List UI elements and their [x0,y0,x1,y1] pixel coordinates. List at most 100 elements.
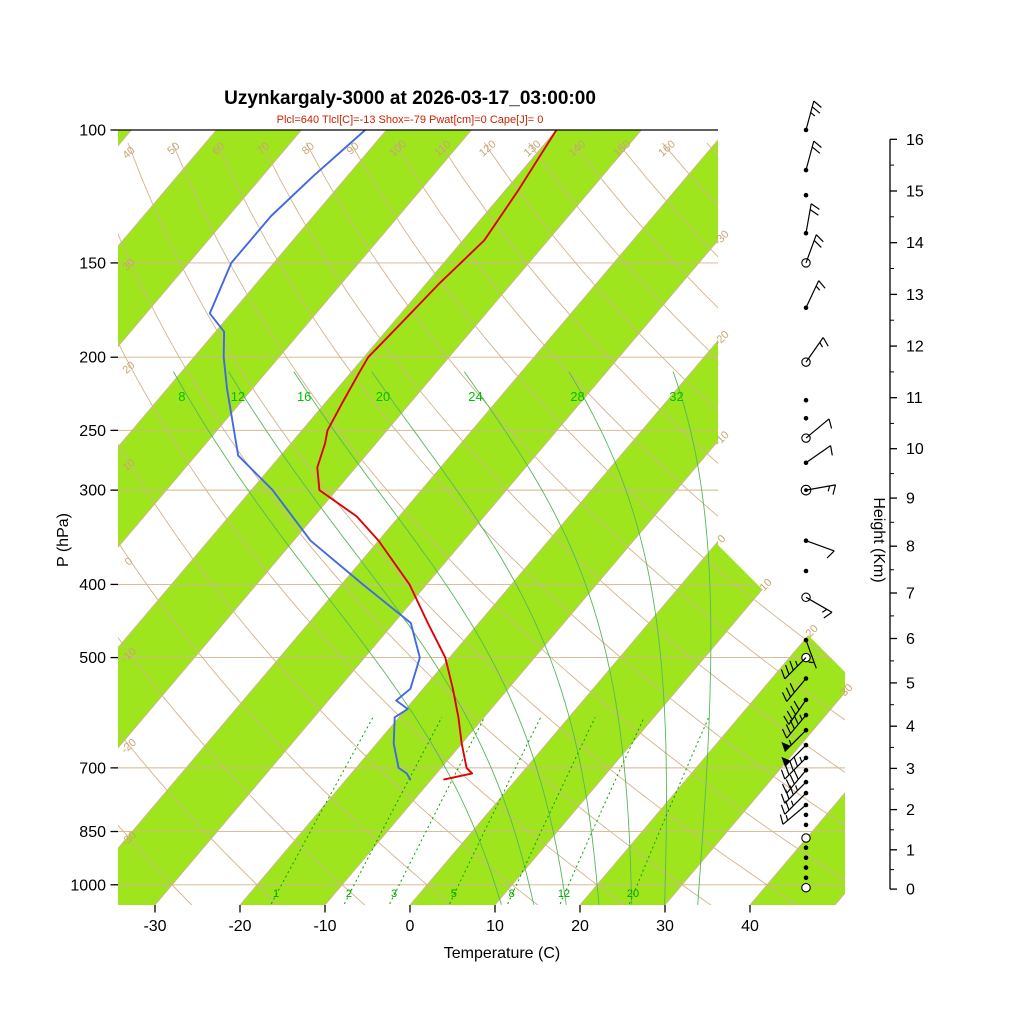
height-tick-label: 0 [906,882,915,899]
moist-adiabat-label: 32 [669,389,683,404]
barb-staff [782,804,807,825]
barb-staff [786,769,807,794]
barb-full [813,140,822,148]
wind-barb [800,484,837,496]
pressure-tick-label: 700 [79,760,106,777]
pressure-tick-label: 500 [79,650,106,667]
barb-full [781,728,788,739]
height-tick-label: 6 [906,631,915,648]
wind-barb [781,712,809,739]
barb-full [789,760,794,771]
wind-barb [803,100,822,133]
wind-barb [780,790,809,815]
isotherm-band [118,130,642,905]
dry-adiabat-label-top: 160 [656,138,678,159]
moist-adiabat [228,371,535,905]
dry-adiabat-label-top: 80 [300,140,317,157]
pressure-tick-label: 300 [79,483,106,500]
wind-barb [801,234,824,268]
dry-adiabat-label-left: 20 [120,359,137,376]
isotherm-line [324,130,845,905]
mixing-ratio-label: 3 [391,888,397,900]
wind-barb [803,538,835,559]
height-tick-label: 14 [906,235,924,252]
height-tick-label: 12 [906,339,924,356]
mixing-ratio-label: 12 [558,888,570,900]
moist-adiabat-label: 20 [376,389,390,404]
wind-barb-column [779,100,837,893]
dry-adiabat [350,142,845,905]
wind-barb [803,203,820,236]
barb-full [785,789,790,800]
temperature-tick-label: 30 [656,918,674,935]
mixing-ratio-line [628,717,710,905]
wind-barb [803,280,826,311]
temperature-tick-label: -20 [228,918,251,935]
dry-adiabat-label-left: 40 [120,144,137,161]
barb-full [789,785,794,796]
isotherm-band [920,130,1024,905]
barb-full [785,687,792,698]
barb-staff [805,234,817,264]
temperature-tick-label: -10 [313,918,336,935]
wind-barb [801,418,833,443]
wind-barb [803,865,809,870]
station-circle [801,882,811,893]
barb-staff [805,280,820,309]
pressure-tick-label: 1000 [70,877,106,894]
pressure-tick-label: 850 [79,824,106,841]
wind-barb [803,855,809,861]
station-dot [803,416,809,421]
height-tick-label: 10 [906,441,924,458]
barb-half [788,739,792,746]
dry-adiabat [305,142,845,905]
wind-barb [780,779,809,804]
barb-full [789,683,795,693]
barb-half [810,112,816,117]
temperature-curve [316,130,558,781]
barb-full [811,106,821,114]
wind-barb [803,568,809,574]
barb-staff [805,445,831,464]
mixing-ratio-label: 8 [509,888,515,900]
station-dot [803,812,809,818]
barb-full [815,234,824,243]
mixing-ratio-label: 2 [346,888,352,900]
barb-full [828,418,833,429]
temperature-tick-label: 40 [741,918,759,935]
barb-flag [781,742,791,752]
moist-adiabat [173,371,502,905]
isotherm-line [834,130,845,905]
wind-barb [803,416,809,421]
temperature-axis-title: Temperature (C) [444,945,560,962]
isotherm-band [118,130,472,905]
mixing-ratio-label: 20 [627,888,639,900]
wind-barb [803,140,822,173]
barb-full [793,715,799,725]
height-tick-label: 7 [906,586,915,603]
station-dot [803,568,809,574]
isotherm-line [118,130,642,905]
height-tick-label: 2 [906,802,915,819]
dry-adiabat-label-top: 90 [345,140,362,157]
dry-adiabat [118,142,279,905]
dry-adiabat [261,142,845,905]
wind-barb [780,755,809,780]
height-tick-label: 11 [906,390,923,407]
wind-barb [803,875,809,881]
barb-full [818,280,826,289]
moist-adiabat [568,371,667,905]
barb-half [785,814,789,821]
barb-full [826,550,835,559]
wind-barb [803,637,817,669]
barb-staff [805,540,835,552]
barb-staff [784,792,807,815]
station-dot [803,845,809,850]
height-tick-label: 3 [906,761,915,778]
barb-staff [805,596,833,613]
barb-full [779,814,784,825]
station-dot [803,855,809,861]
dry-adiabat [394,142,845,905]
barb-full [785,724,792,734]
